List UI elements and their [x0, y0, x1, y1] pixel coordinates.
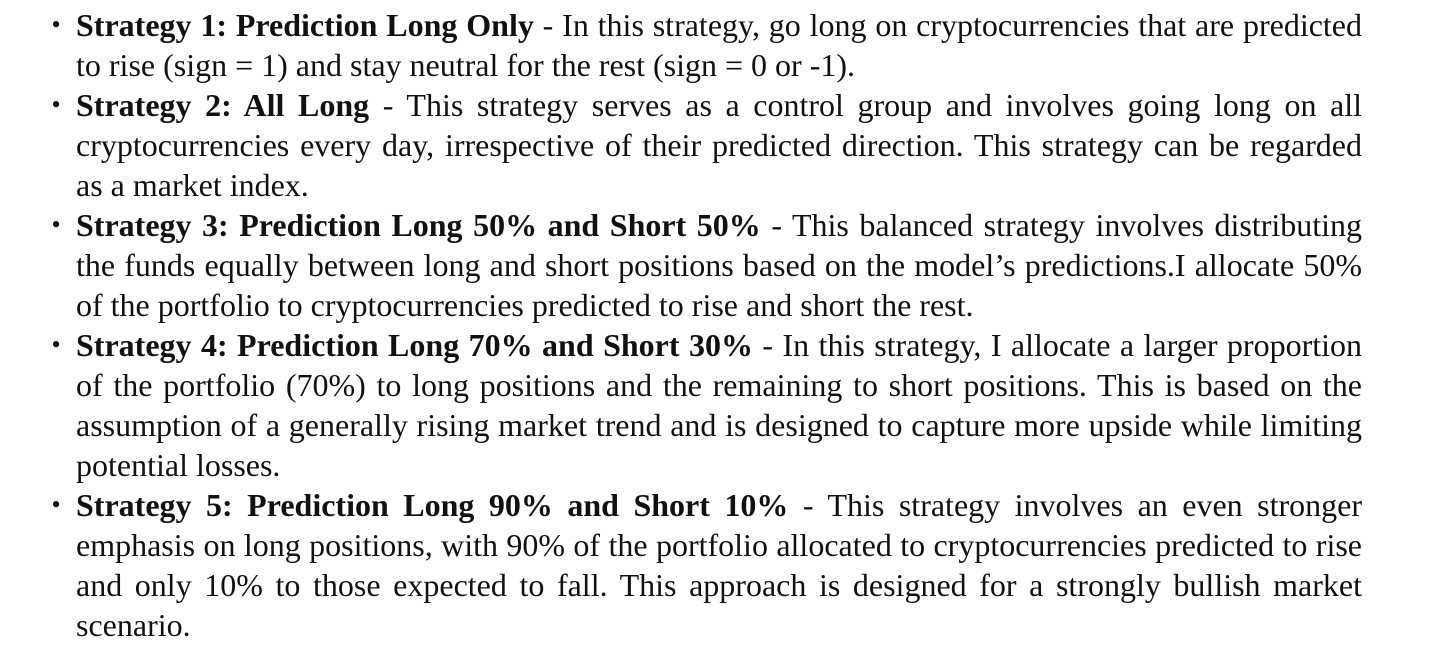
list-item-strategy-1: • Strategy 1: Prediction Long Only - In t… — [51, 5, 1363, 85]
strategy-name: Strategy 4: Prediction Long 70% and Shor… — [76, 327, 753, 363]
list-item-strategy-3: • Strategy 3: Prediction Long 50% and Sho… — [51, 205, 1363, 325]
strategy-name: Strategy 3: Prediction Long 50% and Shor… — [76, 207, 761, 243]
separator: - — [752, 327, 783, 363]
strategy-name: Strategy 5: Prediction Long 90% and Shor… — [76, 487, 789, 523]
list-item-strategy-5: • Strategy 5: Prediction Long 90% and Sho… — [51, 485, 1363, 645]
strategy-description: This balanced strategy involves distribu… — [76, 207, 1363, 323]
separator: - — [369, 87, 407, 123]
strategy-list: • Strategy 1: Prediction Long Only - In t… — [51, 5, 1363, 645]
bullet-icon: • — [51, 330, 61, 359]
bullet-icon: • — [51, 10, 61, 39]
strategy-description: In this strategy, go long on cryptocurre… — [76, 7, 1363, 83]
strategy-description: In this strategy, I allocate a larger pr… — [76, 327, 1363, 483]
strategy-description: This strategy involves an even stronger … — [76, 487, 1363, 643]
strategy-name: Strategy 2: All Long — [76, 87, 370, 123]
strategy-name: Strategy 1: Prediction Long Only — [76, 7, 534, 43]
separator: - — [533, 7, 563, 43]
bullet-icon: • — [51, 210, 61, 239]
separator: - — [760, 207, 792, 243]
separator: - — [788, 487, 828, 523]
strategy-description: This strategy serves as a control group … — [76, 87, 1363, 203]
list-item-strategy-2: • Strategy 2: All Long - This strategy se… — [51, 85, 1363, 205]
bullet-icon: • — [51, 90, 61, 119]
list-item-strategy-4: • Strategy 4: Prediction Long 70% and Sho… — [51, 325, 1363, 485]
bullet-icon: • — [51, 490, 61, 519]
